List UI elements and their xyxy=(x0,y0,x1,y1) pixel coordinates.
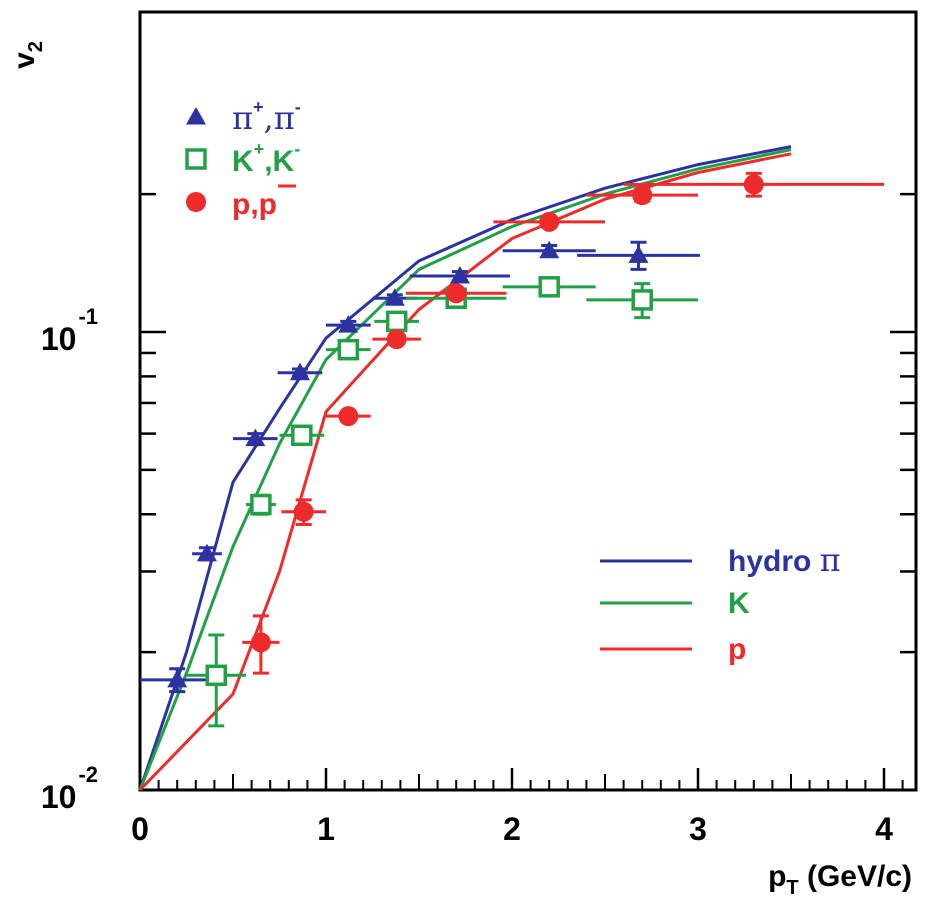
legend-bar-p: p xyxy=(259,188,277,221)
series-kaon xyxy=(186,276,698,728)
legend-hydro-text: K xyxy=(728,587,750,620)
data-marker-kaon xyxy=(205,664,228,687)
data-marker-proton xyxy=(293,501,314,522)
data-marker-kaon xyxy=(631,289,653,311)
legend-hydro-label-pion: hydro π xyxy=(728,541,841,579)
data-marker-proton xyxy=(446,283,467,304)
y-tick-exponent: -2 xyxy=(78,762,98,787)
data-marker-proton xyxy=(386,329,407,350)
legend-pi: π xyxy=(232,99,253,137)
data-marker-pion xyxy=(539,240,560,259)
y-tick-labels: 10-110-2 xyxy=(41,304,98,815)
data-points xyxy=(140,171,884,728)
legend-marker-proton xyxy=(186,192,206,212)
series-pion xyxy=(140,240,700,694)
legend-sup: - xyxy=(294,139,300,159)
data-marker-proton xyxy=(539,211,560,232)
hydro-curve-proton xyxy=(138,152,792,792)
y-axis-label-sub: 2 xyxy=(25,41,47,52)
data-marker-pion xyxy=(338,315,359,333)
x-tick-label: 1 xyxy=(317,811,335,847)
x-axis-label-main: p xyxy=(768,860,786,893)
data-marker-kaon xyxy=(337,338,360,361)
hydro-curve-pion xyxy=(138,145,792,791)
x-tick-label: 3 xyxy=(689,811,707,847)
legend-marker-pion xyxy=(186,107,206,125)
legend-hydro-text: p xyxy=(728,633,746,666)
hydro-curve-kaon xyxy=(138,148,792,791)
series-proton xyxy=(242,171,884,675)
legend-sup: + xyxy=(254,139,265,159)
x-tick-labels: 0 1 2 3 4 xyxy=(131,811,893,847)
data-marker-pion xyxy=(167,669,188,688)
y-tick-exponent: -1 xyxy=(78,304,98,329)
data-marker-pion xyxy=(384,288,405,306)
legend-main: K xyxy=(232,145,254,178)
y-tick-base: 10 xyxy=(41,321,77,357)
plot-frame xyxy=(138,10,918,792)
legend-sup: - xyxy=(295,97,301,117)
legend-hydro-sym: π xyxy=(820,541,841,579)
legend-marker-kaon xyxy=(185,148,207,170)
x-axis-label-sub: T xyxy=(786,877,798,899)
legend-hydro: hydro π Kp xyxy=(600,541,841,666)
y-tick-label: 10-1 xyxy=(41,304,98,357)
data-marker-pion xyxy=(196,543,217,562)
data-marker-kaon xyxy=(291,424,313,447)
data-marker-proton xyxy=(338,406,359,427)
legend-hydro-label-proton: p xyxy=(728,633,746,666)
legend-hydro-label-kaon: K xyxy=(728,587,750,620)
legend-label-kaon: K+,K- xyxy=(232,139,300,178)
x-tick-label: 4 xyxy=(875,811,893,847)
y-axis-label-main: v xyxy=(8,52,41,69)
data-marker-proton xyxy=(250,632,271,653)
legend-data-series: π+,π-K+,K-p,p xyxy=(185,97,301,221)
x-axis-label-units: (GeV/c) xyxy=(799,860,912,893)
legend-main: p, xyxy=(232,188,259,221)
data-marker-kaon xyxy=(538,276,560,298)
y-tick-base: 10 xyxy=(41,779,77,815)
data-marker-kaon xyxy=(385,310,408,333)
x-axis-label: pT (GeV/c) xyxy=(768,860,912,899)
data-marker-pion xyxy=(449,266,470,284)
x-tick-label: 2 xyxy=(503,811,521,847)
legend-mid: ,K xyxy=(264,145,294,178)
x-tick-label: 0 xyxy=(131,811,149,847)
hydro-curves xyxy=(138,145,792,792)
data-marker-proton xyxy=(743,174,764,195)
legend-sup: + xyxy=(253,97,264,117)
data-marker-pion xyxy=(245,428,266,447)
legend-mid: ,π xyxy=(264,99,295,137)
data-marker-pion xyxy=(628,245,649,263)
axis-ticks xyxy=(138,192,916,792)
legend-hydro-text: hydro xyxy=(728,545,820,578)
y-tick-label: 10-2 xyxy=(41,762,98,815)
data-marker-pion xyxy=(289,362,310,381)
data-marker-kaon xyxy=(250,493,272,516)
legend-label-proton: p,p xyxy=(232,188,277,221)
svg-text:v2: v2 xyxy=(8,41,47,69)
y-axis-label: v2 xyxy=(8,41,47,69)
legend-label-pion: π+,π- xyxy=(232,97,301,137)
data-marker-proton xyxy=(632,185,653,206)
